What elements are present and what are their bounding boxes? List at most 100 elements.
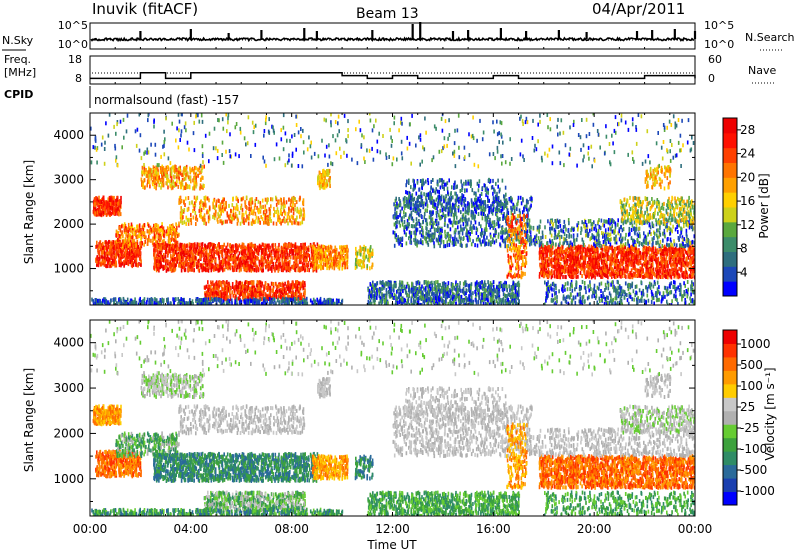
heatmap-cell — [219, 299, 221, 304]
heatmap-cell — [242, 295, 244, 299]
heatmap-cell — [172, 251, 175, 256]
heatmap-cell — [453, 292, 455, 297]
heatmap-cell — [96, 262, 98, 267]
heatmap-cell — [194, 165, 196, 170]
heatmap-cell — [219, 267, 221, 272]
heatmap-cell — [341, 266, 343, 271]
heatmap-cell — [228, 281, 230, 286]
heatmap-cell — [210, 259, 212, 264]
heatmap-cell — [242, 291, 245, 296]
heatmap-cell — [179, 258, 181, 263]
heatmap-cell — [127, 261, 129, 266]
heatmap-cell — [231, 216, 233, 221]
heatmap-cell — [299, 246, 301, 250]
heatmap-cell — [191, 260, 194, 265]
heatmap-cell — [233, 206, 235, 211]
heatmap-cell — [198, 208, 201, 213]
heatmap-cell — [152, 180, 155, 184]
heatmap-cell — [225, 295, 227, 300]
heatmap-cell — [152, 242, 155, 247]
heatmap-cell — [280, 287, 282, 292]
heatmap-cell — [126, 239, 128, 244]
nsky-tick-top: 10^5 — [58, 19, 88, 32]
heatmap-cell — [297, 245, 299, 250]
heatmap-cell — [210, 291, 212, 296]
heatmap-cell — [247, 216, 249, 221]
heatmap-cell — [113, 195, 115, 200]
heatmap-cell — [323, 297, 326, 302]
heatmap-cell — [301, 254, 304, 259]
heatmap-cell — [322, 172, 325, 177]
heatmap-cell — [101, 298, 104, 303]
heatmap-cell — [154, 176, 157, 181]
heatmap-cell — [284, 242, 286, 247]
heatmap-cell — [109, 201, 112, 206]
heatmap-cell — [244, 263, 247, 268]
heatmap-cell — [316, 248, 318, 253]
heatmap-cell — [155, 268, 158, 273]
heatmap-cell — [105, 301, 108, 305]
heatmap-cell — [118, 243, 121, 248]
heatmap-cell — [189, 245, 192, 250]
heatmap-cell — [189, 250, 192, 255]
heatmap-cell — [302, 207, 305, 212]
heatmap-cell — [167, 185, 169, 190]
heatmap-cell — [296, 251, 298, 256]
heatmap-cell — [187, 196, 190, 200]
heatmap-cell — [291, 196, 293, 201]
heatmap-cell — [155, 234, 157, 239]
heatmap-cell — [359, 252, 362, 257]
heatmap-cell — [325, 256, 327, 261]
heatmap-cell — [226, 248, 229, 253]
heatmap-cell — [104, 259, 106, 264]
heatmap-cell — [359, 245, 361, 250]
heatmap-cell — [465, 288, 468, 293]
heatmap-cell — [479, 292, 481, 297]
heatmap-cell — [126, 255, 128, 260]
heatmap-cell — [250, 268, 253, 273]
heatmap-cell — [157, 171, 159, 176]
heatmap-cell — [166, 243, 169, 248]
heatmap-cell — [215, 199, 218, 204]
heatmap-cell — [292, 248, 295, 253]
heatmap-cell — [224, 256, 227, 261]
heatmap-cell — [134, 250, 137, 254]
heatmap-cell — [198, 251, 200, 256]
heatmap-cell — [319, 256, 322, 261]
heatmap-cell — [108, 205, 111, 210]
heatmap-cell — [195, 247, 197, 252]
heatmap-cell — [203, 217, 206, 222]
heatmap-cell — [131, 258, 133, 263]
heatmap-cell — [283, 217, 286, 222]
heatmap-cell — [304, 252, 307, 257]
heatmap-cell — [190, 179, 192, 184]
heatmap-cell — [224, 261, 227, 266]
heatmap-cell — [115, 198, 117, 203]
heatmap-cell — [137, 249, 139, 254]
heatmap-cell — [104, 255, 106, 260]
heatmap-cell — [140, 177, 143, 182]
heatmap-cell — [160, 253, 162, 257]
heatmap-cell — [191, 299, 194, 304]
heatmap-cell — [320, 254, 323, 258]
heatmap-cell — [197, 249, 200, 253]
heatmap-cell — [435, 285, 438, 290]
heatmap-cell — [192, 203, 195, 208]
station-title: Inuvik (fitACF) — [92, 0, 198, 18]
heatmap-cell — [169, 267, 172, 272]
heatmap-cell — [242, 212, 244, 217]
heatmap-cell — [198, 171, 201, 175]
heatmap-cell — [125, 226, 127, 231]
heatmap-cell — [371, 248, 374, 253]
heatmap-cell — [212, 205, 214, 210]
heatmap-cell — [176, 167, 178, 172]
heatmap-cell — [218, 242, 220, 247]
heatmap-cell — [155, 165, 157, 170]
heatmap-cell — [319, 298, 321, 303]
heatmap-cell — [289, 255, 292, 260]
heatmap-cell — [236, 264, 239, 269]
heatmap-cell — [107, 300, 109, 305]
heatmap-cell — [291, 251, 293, 256]
heatmap-cell — [135, 262, 137, 267]
heatmap-cell — [244, 255, 246, 260]
